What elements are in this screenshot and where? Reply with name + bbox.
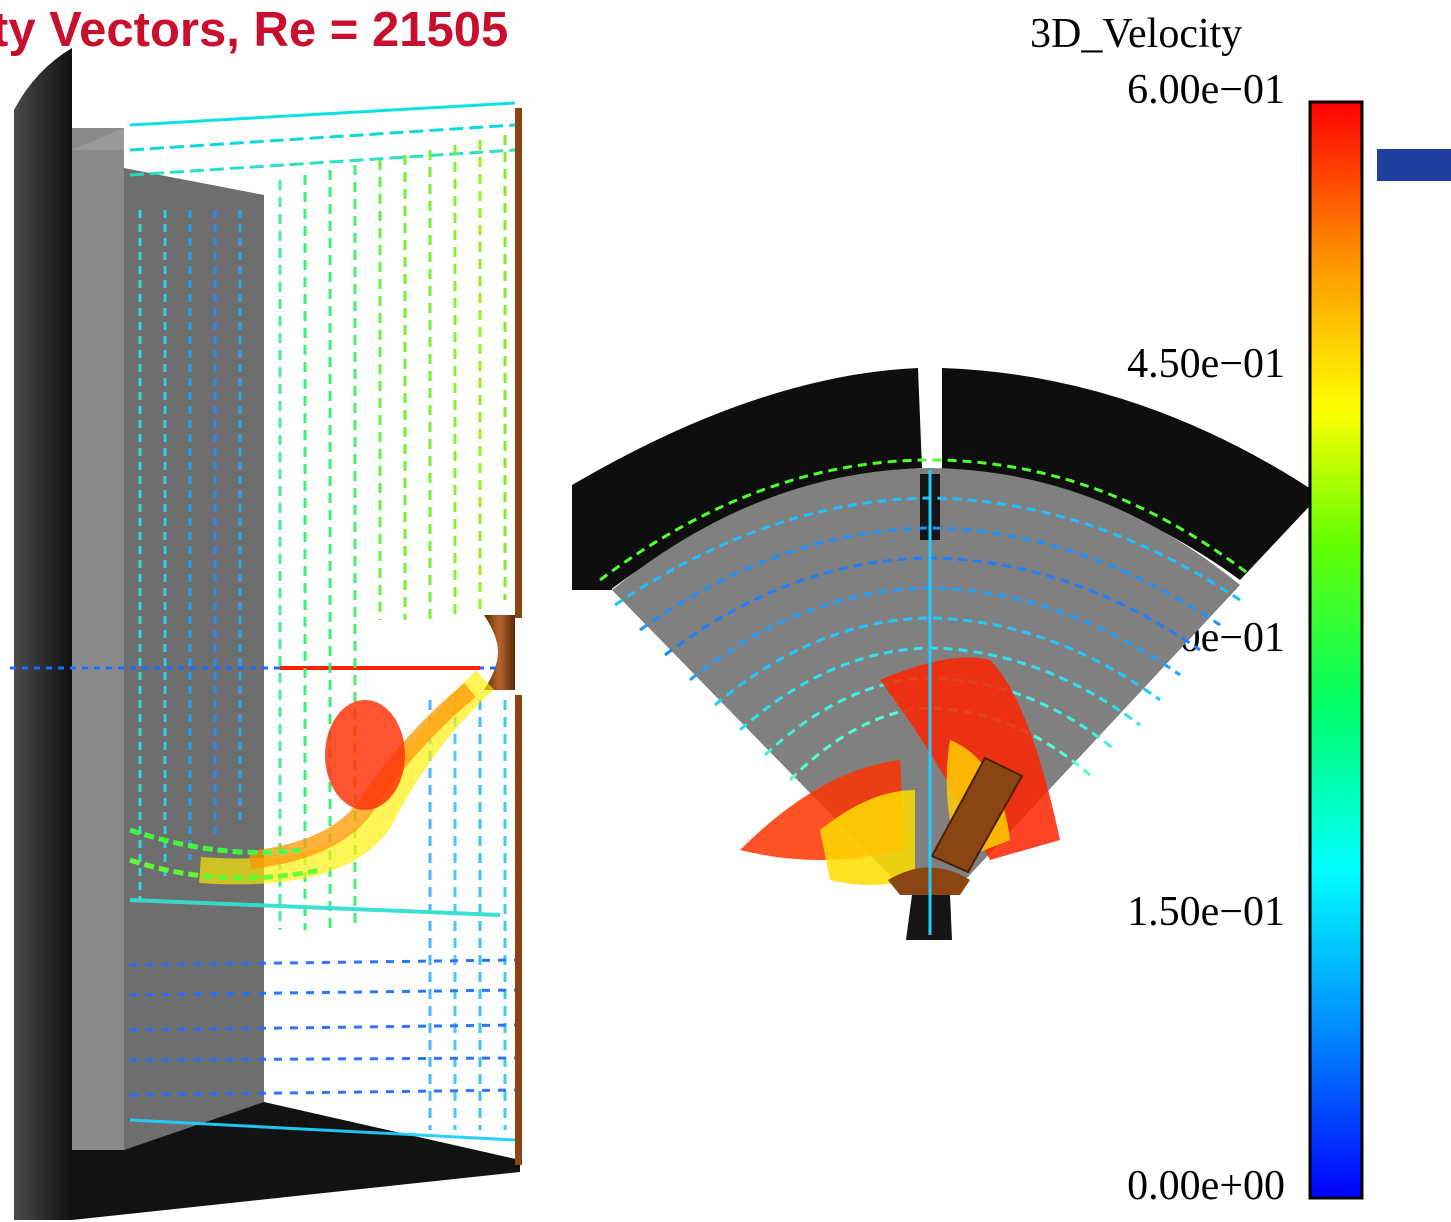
sector-impeller-blade bbox=[930, 756, 1024, 874]
slide-accent-bar bbox=[1377, 149, 1451, 181]
baffle-strip bbox=[72, 128, 124, 1150]
slide-title: ty Vectors, Re = 21505 bbox=[0, 3, 509, 57]
legend-tick-450: 4.50e−01 bbox=[1127, 341, 1285, 387]
baffle-plate bbox=[124, 168, 264, 1150]
legend-title: 3D_Velocity bbox=[1030, 11, 1243, 57]
side-view-tank bbox=[10, 48, 522, 1220]
sector-outer-ring bbox=[572, 368, 922, 590]
legend-tick-min: 0.00e+00 bbox=[1127, 1163, 1285, 1209]
vector-field-side bbox=[129, 101, 516, 1142]
legend-tick-max: 6.00e−01 bbox=[1127, 67, 1285, 113]
tank-right-wall-bottom bbox=[515, 695, 522, 1165]
legend-tick-150: 1.50e−01 bbox=[1127, 889, 1285, 935]
tank-right-wall-top bbox=[515, 108, 522, 618]
tank-outer-wall bbox=[14, 48, 72, 1220]
colorbar bbox=[1308, 100, 1364, 1200]
top-view-sector bbox=[572, 368, 1320, 940]
baffle-top bbox=[72, 128, 124, 150]
tank-bottom bbox=[72, 1102, 520, 1220]
impeller-hub bbox=[484, 615, 515, 690]
